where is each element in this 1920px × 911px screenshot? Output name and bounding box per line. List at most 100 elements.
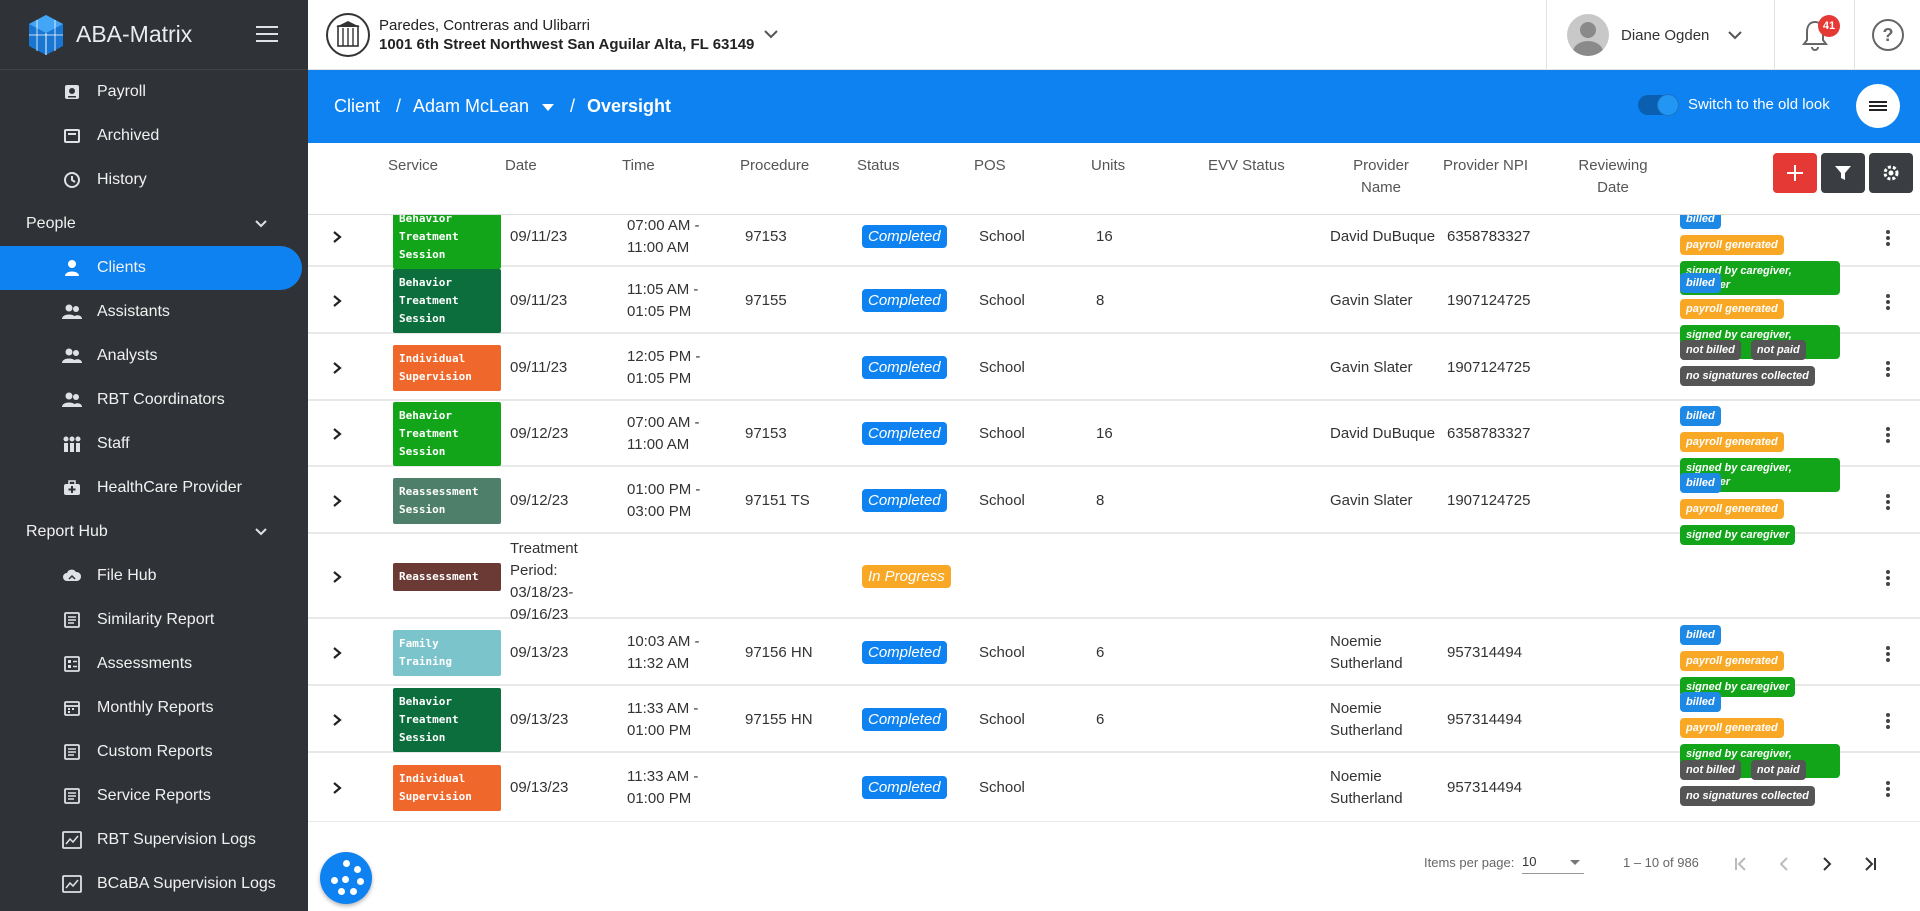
table-row[interactable]: Behavior Treatment Session 09/12/23 07:00 AM… [308, 401, 1920, 492]
status-badge: Completed [862, 288, 947, 312]
sidebar-item-custom-reports[interactable]: Custom Reports [0, 730, 308, 774]
sidebar-item-archived[interactable]: Archived [0, 114, 308, 158]
row-actions-more-icon[interactable] [1886, 425, 1890, 445]
table-body: Behavior Treatment Session 09/11/23 07:00 AM… [308, 215, 1920, 822]
sidebar-item-rbt-coordinators[interactable]: RBT Coordinators [0, 378, 308, 422]
table-header: Service Date Time Procedure Status POS U… [308, 143, 1920, 215]
first-page-button[interactable] [1727, 850, 1755, 878]
table-row[interactable]: Behavior Treatment Session 09/11/23 07:00 AM… [308, 215, 1920, 295]
row-actions-more-icon[interactable] [1886, 228, 1890, 248]
table-row[interactable]: Behavior Treatment Session 09/13/23 11:33 AM… [308, 686, 1920, 778]
org-switch-chevron-down-icon[interactable] [763, 26, 779, 42]
table-row[interactable]: Family Training 09/13/23 10:03 AM - 11:32 AM… [308, 619, 1920, 697]
header-evv-status[interactable]: EVV Status [1208, 157, 1285, 174]
procedure-code: 97153 [745, 425, 787, 442]
settings-button[interactable] [1869, 153, 1913, 193]
previous-page-button[interactable] [1770, 850, 1798, 878]
sidebar-item-bcaba-supervision-logs[interactable]: BCaBA Supervision Logs [0, 862, 308, 906]
status-badge: Completed [862, 707, 947, 731]
sidebar-item-label: HealthCare Provider [97, 479, 242, 496]
sidebar-item-healthcare-provider[interactable]: HealthCare Provider [0, 466, 308, 510]
service-type-badge: Individual Supervision [393, 765, 501, 811]
row-actions-more-icon[interactable] [1886, 292, 1890, 312]
billing-status-pills: not billed not paid no signatures collecte… [1680, 760, 1840, 812]
dropdown-arrow-icon [1570, 860, 1580, 865]
sidebar-toggle-menu-icon[interactable] [256, 26, 278, 44]
sidebar-item-label: BCaBA Supervision Logs [97, 875, 276, 892]
chevron-down-icon [1728, 31, 1743, 40]
row-actions-more-icon[interactable] [1886, 359, 1890, 379]
sidebar-item-payroll[interactable]: Payroll [0, 70, 308, 114]
table-row[interactable]: Reassessment Session 09/12/23 01:00 PM - 03:… [308, 467, 1920, 545]
section-report-hub[interactable]: Report Hub [0, 510, 308, 554]
add-button[interactable] [1773, 153, 1817, 193]
sidebar-item-similarity-report[interactable]: Similarity Report [0, 598, 308, 642]
header-status[interactable]: Status [857, 157, 900, 174]
table-row[interactable]: Behavior Treatment Session 09/11/23 11:05 AM… [308, 267, 1920, 359]
header-pos[interactable]: POS [974, 157, 1006, 174]
expand-row-chevron-icon[interactable] [330, 230, 344, 248]
sidebar-item-clients[interactable]: Clients [0, 246, 302, 290]
row-actions-more-icon[interactable] [1886, 492, 1890, 512]
header-provider-name[interactable]: Provider Name [1341, 155, 1421, 199]
section-label: People [26, 215, 76, 232]
breadcrumb-client-name[interactable]: Adam McLean [413, 96, 530, 116]
sidebar-item-rbt-supervision-logs[interactable]: RBT Supervision Logs [0, 818, 308, 862]
status-badge: Completed [862, 776, 947, 799]
next-page-button[interactable] [1813, 850, 1841, 878]
pos: School [979, 643, 1025, 661]
user-menu[interactable]: Diane Ogden [1546, 0, 1774, 70]
service-type-badge: Behavior Treatment Session [393, 268, 501, 333]
sidebar-item-label: Staff [97, 435, 130, 452]
header-service[interactable]: Service [388, 157, 439, 174]
row-actions-more-icon[interactable] [1886, 568, 1890, 588]
assistant-fab-button[interactable] [320, 852, 372, 904]
expand-row-chevron-icon[interactable] [330, 361, 344, 379]
expand-row-chevron-icon[interactable] [330, 781, 344, 799]
pos: School [979, 779, 1025, 796]
items-per-page-select[interactable]: 10 [1522, 850, 1584, 874]
sidebar-item-assessments[interactable]: Assessments [0, 642, 308, 686]
sidebar-item-monthly-reports[interactable]: Monthly Reports [0, 686, 308, 730]
service-time: 07:00 AM - 11:00 AM [627, 215, 700, 259]
client-dropdown-caret-icon[interactable] [541, 103, 555, 113]
page-menu-button[interactable] [1856, 84, 1900, 128]
sidebar-item-staff[interactable]: Staff [0, 422, 308, 466]
filter-button[interactable] [1821, 153, 1865, 193]
expand-row-chevron-icon[interactable] [330, 294, 344, 312]
header-date[interactable]: Date [505, 157, 537, 174]
sidebar-item-assistants[interactable]: Assistants [0, 290, 308, 334]
status-badge: Completed [862, 225, 947, 248]
table-row[interactable]: Individual Supervision 09/11/23 12:05 PM - 0… [308, 334, 1920, 401]
help-button[interactable]: ? [1854, 0, 1920, 70]
table-row[interactable]: Individual Supervision 09/13/23 11:33 AM - 0… [308, 753, 1920, 822]
header-time[interactable]: Time [622, 157, 655, 174]
header-procedure[interactable]: Procedure [740, 157, 810, 174]
service-type-badge: Individual Supervision [393, 344, 501, 391]
expand-row-chevron-icon[interactable] [330, 494, 344, 512]
expand-row-chevron-icon[interactable] [330, 713, 344, 731]
expand-row-chevron-icon[interactable] [330, 570, 344, 588]
sidebar-item-file-hub[interactable]: File Hub [0, 554, 308, 598]
units: 6 [1096, 643, 1105, 661]
header-units[interactable]: Units [1091, 157, 1126, 174]
provider-npi: 6358783327 [1447, 425, 1531, 442]
row-actions-more-icon[interactable] [1886, 711, 1890, 731]
old-look-toggle[interactable] [1638, 95, 1678, 115]
sidebar-item-history[interactable]: History [0, 158, 308, 202]
sidebar-item-service-reports[interactable]: Service Reports [0, 774, 308, 818]
expand-row-chevron-icon[interactable] [330, 427, 344, 445]
notifications-button[interactable]: 41 [1774, 0, 1854, 70]
row-actions-more-icon[interactable] [1886, 644, 1890, 664]
row-actions-more-icon[interactable] [1886, 779, 1890, 799]
last-page-button[interactable] [1856, 850, 1884, 878]
table-row[interactable]: Reassessment Treatment Period: 03/18/23- … [308, 534, 1920, 623]
sidebar-item-analysts[interactable]: Analysts [0, 334, 308, 378]
section-people[interactable]: People [0, 202, 308, 246]
items-per-page-label: Items per page: [1424, 855, 1515, 870]
header-provider-name-line1: Provider [1353, 157, 1409, 174]
header-reviewing-date[interactable]: Reviewing Date [1572, 155, 1654, 199]
expand-row-chevron-icon[interactable] [330, 646, 344, 664]
breadcrumb-client[interactable]: Client [334, 96, 381, 116]
header-provider-npi[interactable]: Provider NPI [1443, 157, 1529, 174]
